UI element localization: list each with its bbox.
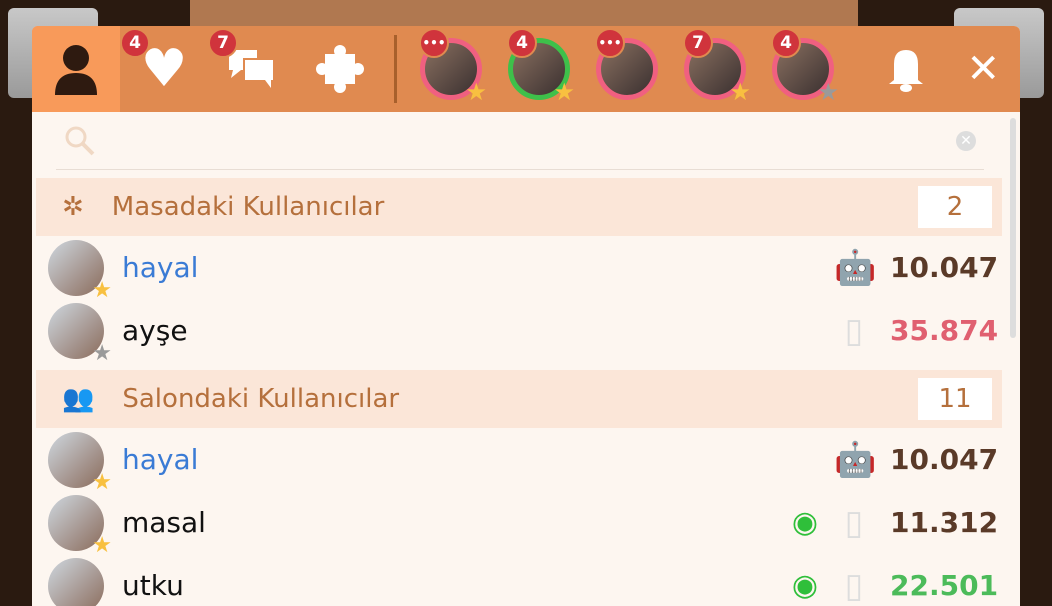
tab-messages[interactable]: 7 (208, 26, 296, 112)
avatar: ★ (48, 432, 104, 488)
star-icon: ★ (817, 80, 839, 104)
bell-icon[interactable] (886, 46, 926, 92)
user-row[interactable]: ★ masal ◉ ▯ 11.312 (32, 491, 1006, 554)
chat-avatar[interactable]: 4 ★ (495, 26, 583, 112)
phone-icon: ▯ (834, 566, 874, 606)
user-score: 10.047 (890, 251, 982, 284)
search-bar: ✕ (56, 112, 984, 170)
section-count: 2 (918, 186, 992, 228)
star-icon: ★ (465, 80, 487, 104)
android-icon: 🤖 (834, 440, 874, 480)
chat-badge: 4 (507, 28, 537, 58)
puzzle-icon (315, 44, 365, 94)
section-count: 11 (918, 378, 992, 420)
chat-avatar[interactable]: ••• ★ (407, 26, 495, 112)
section-header: 👥 Salondaki Kullanıcılar 11 (36, 370, 1002, 428)
search-input[interactable] (112, 129, 940, 152)
search-icon (64, 125, 96, 157)
clear-search-icon[interactable]: ✕ (956, 131, 976, 151)
chat-badge: 4 (771, 28, 801, 58)
user-name: utku (122, 569, 184, 602)
chat-bubbles-icon (227, 48, 277, 90)
user-list: ✲ Masadaki Kullanıcılar 2★ hayal 🤖 10.04… (32, 178, 1020, 606)
star-icon: ★ (729, 80, 751, 104)
phone-icon: ▯ (834, 503, 874, 543)
avatar: ★ (48, 495, 104, 551)
chat-badge: ••• (595, 28, 625, 58)
user-name: ayşe (122, 314, 188, 347)
messages-badge: 7 (208, 28, 238, 58)
user-row[interactable]: ★ ayşe ▯ 35.874 (32, 299, 1006, 362)
users-panel: 4 ♥ 7 ••• ★ 4 ★ ••• 7 ★ 4 ★ ✕ ✕ ✲ Masada… (32, 26, 1020, 606)
group-puzzle-icon: ✲ (62, 192, 84, 222)
eye-icon: ◉ (792, 568, 818, 603)
eye-icon: ◉ (792, 505, 818, 540)
users-icon: 👥 (62, 384, 94, 414)
user-score: 11.312 (890, 506, 982, 539)
avatar: ★ (48, 303, 104, 359)
user-score: 10.047 (890, 443, 982, 476)
star-icon: ★ (553, 80, 575, 104)
favorites-badge: 4 (120, 28, 150, 58)
chat-badge: ••• (419, 28, 449, 58)
tab-favorites[interactable]: 4 ♥ (120, 26, 208, 112)
scrollbar[interactable] (1010, 118, 1016, 338)
user-name: hayal (122, 443, 198, 476)
user-score: 22.501 (890, 569, 982, 602)
user-name: hayal (122, 251, 198, 284)
phone-icon: ▯ (834, 311, 874, 351)
user-row[interactable]: ★ hayal 🤖 10.047 (32, 236, 1006, 299)
chat-avatar[interactable]: ••• (583, 26, 671, 112)
panel-header: 4 ♥ 7 ••• ★ 4 ★ ••• 7 ★ 4 ★ ✕ (32, 26, 1020, 112)
star-icon: ★ (92, 472, 112, 494)
star-icon: ★ (92, 343, 112, 365)
avatar (48, 558, 104, 606)
close-icon[interactable]: ✕ (966, 46, 1000, 92)
user-row[interactable]: utku ◉ ▯ 22.501 (32, 554, 1006, 606)
user-row[interactable]: ★ hayal 🤖 10.047 (32, 428, 1006, 491)
user-icon (53, 43, 99, 95)
section-header: ✲ Masadaki Kullanıcılar 2 (36, 178, 1002, 236)
chat-badge: 7 (683, 28, 713, 58)
tab-profile[interactable] (32, 26, 120, 112)
star-icon: ★ (92, 535, 112, 557)
avatar: ★ (48, 240, 104, 296)
star-icon: ★ (92, 280, 112, 302)
user-score: 35.874 (890, 314, 982, 347)
user-name: masal (122, 506, 206, 539)
section-title: Salondaki Kullanıcılar (122, 384, 399, 414)
header-divider (394, 35, 397, 103)
android-icon: 🤖 (834, 248, 874, 288)
section-title: Masadaki Kullanıcılar (112, 192, 385, 222)
tab-puzzle[interactable] (296, 26, 384, 112)
chat-avatar[interactable]: 4 ★ (759, 26, 847, 112)
chat-avatar[interactable]: 7 ★ (671, 26, 759, 112)
